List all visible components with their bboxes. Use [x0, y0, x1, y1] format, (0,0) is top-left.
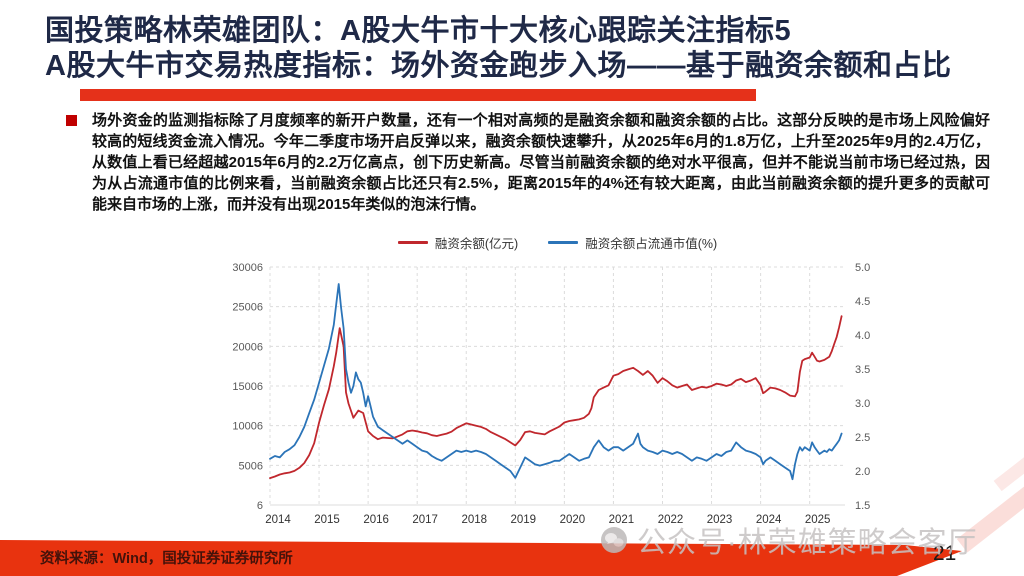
svg-text:2019: 2019: [511, 514, 537, 526]
legend-item-margin-ratio: 融资余额占流通市值(%): [548, 233, 717, 252]
legend-line-blue-icon: [548, 241, 579, 244]
svg-text:4.0: 4.0: [855, 330, 870, 342]
svg-text:2020: 2020: [560, 514, 586, 526]
svg-text:2024: 2024: [756, 514, 782, 526]
source-note: 资料来源：Wind，国投证券证券研究所: [40, 551, 293, 567]
page-number: 21: [933, 542, 957, 565]
watermark: 公众号·林荣雄策略会客厅: [600, 519, 978, 561]
legend-label-margin-ratio: 融资余额占流通市值(%): [585, 237, 718, 251]
svg-text:2022: 2022: [658, 514, 684, 526]
svg-text:3.0: 3.0: [855, 398, 870, 410]
svg-text:5006: 5006: [239, 460, 263, 472]
legend-line-red-icon: [397, 241, 428, 244]
commentary-block: 场外资金的监测指标除了月度频率的新开户数量，还有一个相对高频的是融资余额和融资余…: [64, 110, 994, 215]
chart-legend: 融资余额(亿元) 融资余额占流通市值(%): [270, 233, 845, 252]
svg-text:2017: 2017: [412, 514, 438, 526]
title-underline-bar: [80, 89, 756, 101]
title-line-2: A股大牛市交易热度指标：场外资金跑步入场——基于融资余额和占比: [45, 50, 952, 82]
svg-text:2018: 2018: [461, 514, 487, 526]
chart-canvas: 6 5006 10006 15006 20006 25006 30006 1.5 2.0 2.5 3…: [232, 262, 870, 526]
footer-bar: [0, 540, 962, 576]
svg-text:30006: 30006: [232, 262, 263, 274]
svg-text:2025: 2025: [805, 514, 831, 526]
wechat-icon: [601, 527, 627, 553]
commentary-text: 场外资金的监测指标除了月度频率的新开户数量，还有一个相对高频的是融资余额和融资余…: [92, 112, 990, 213]
legend-label-margin-balance: 融资余额(亿元): [434, 237, 519, 251]
svg-text:2021: 2021: [609, 514, 635, 526]
svg-text:2.5: 2.5: [855, 432, 870, 444]
svg-text:1.5: 1.5: [855, 500, 870, 512]
svg-text:2016: 2016: [363, 514, 389, 526]
finance-chart: 6 5006 10006 15006 20006 25006 30006 1.5 2.0 2.5 3…: [225, 256, 895, 536]
svg-text:6: 6: [257, 500, 263, 512]
svg-text:2015: 2015: [314, 514, 340, 526]
watermark-text: 公众号·林荣雄策略会客厅: [637, 527, 978, 559]
title-line-1: 国投策略林荣雄团队：A股大牛市十大核心跟踪关注指标5: [45, 15, 792, 47]
page-title: 国投策略林荣雄团队：A股大牛市十大核心跟踪关注指标5 A股大牛市交易热度指标：场…: [45, 14, 995, 84]
svg-text:3.5: 3.5: [855, 364, 870, 376]
decor-pink-shape: [993, 453, 1024, 492]
svg-text:25006: 25006: [232, 302, 263, 314]
svg-text:5.0: 5.0: [855, 262, 870, 274]
svg-text:2023: 2023: [707, 514, 733, 526]
svg-text:15006: 15006: [232, 381, 263, 393]
bullet-square-icon: [66, 115, 77, 126]
svg-text:2.0: 2.0: [855, 466, 870, 478]
svg-text:2014: 2014: [265, 514, 291, 526]
svg-text:10006: 10006: [232, 421, 263, 433]
legend-item-margin-balance: 融资余额(亿元): [397, 233, 519, 252]
svg-text:4.5: 4.5: [855, 296, 870, 308]
svg-text:20006: 20006: [232, 341, 263, 353]
